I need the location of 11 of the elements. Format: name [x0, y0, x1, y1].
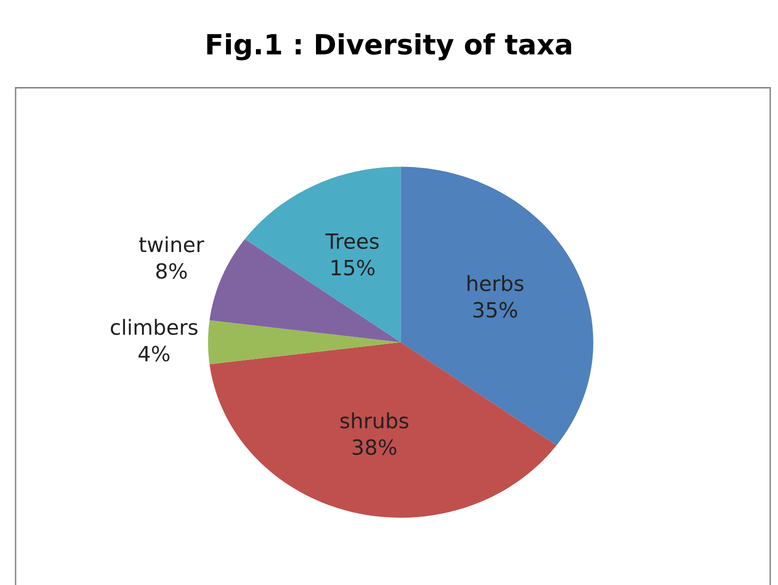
data-label: 8% — [156, 263, 187, 279]
data-label: 35% — [474, 302, 518, 318]
slice-label: climbers — [110, 318, 198, 336]
data-label: 38% — [352, 439, 396, 456]
slice-label: herbs — [468, 275, 524, 292]
chart-title: Fig.1 : Diversity of taxa — [207, 33, 572, 60]
slice-label: twiner — [139, 236, 204, 252]
data-label: 15% — [332, 260, 375, 276]
data-label: 4% — [138, 346, 170, 362]
slice-label: Trees — [325, 234, 379, 250]
slice-label: shrubs — [340, 412, 408, 429]
